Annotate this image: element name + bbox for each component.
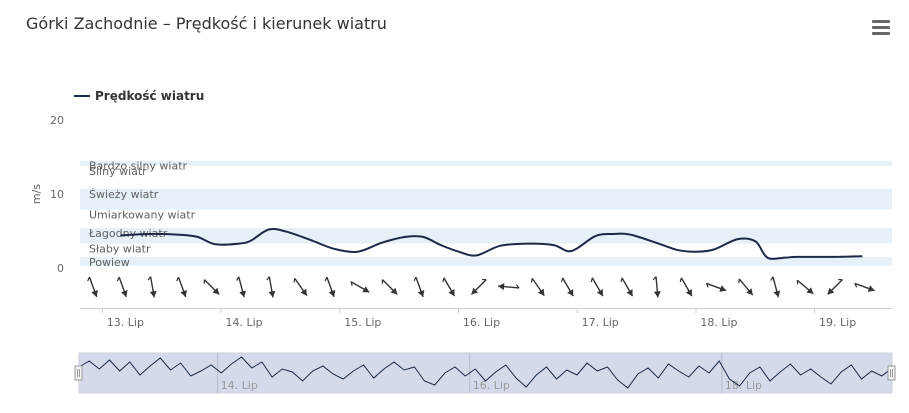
y-axis-label: m/s [30,184,43,204]
y-tick-label: 10 [50,188,64,201]
wind-band-label: Umiarkowany wiatr [89,209,196,222]
navigator-series-line [78,356,893,389]
wind-arrow [87,276,98,298]
wind-arrow [679,277,693,297]
menu-bar-icon [872,20,890,23]
wind-arrow [147,276,157,298]
wind-arrow [560,277,574,297]
wind-arrow [350,281,370,293]
menu-bar-icon [872,26,890,29]
wind-arrow [203,279,220,295]
wind-arrow [827,278,843,295]
wind-arrow [176,276,187,298]
y-axis-ticks: 20 10 0 [50,114,64,275]
wind-bands [80,160,892,266]
wind-arrow [266,276,276,298]
wind-band-label: Świeży wiatr [89,188,159,201]
wind-band [80,188,892,210]
x-tick-label: 16. Lip [463,316,500,329]
wind-arrow [381,279,398,295]
x-tick-label: 14. Lip [225,316,262,329]
x-tick-label: 17. Lip [582,316,619,329]
wind-band [80,256,892,266]
wind-band-label: Silny wiatr [89,165,147,178]
wind-band-label: Łagodny wiatr [88,227,168,240]
wind-direction-arrows [87,276,875,298]
wind-arrow [770,276,781,298]
navigator-tick-label: 14. Lip [221,379,258,392]
navigator-selected-range[interactable] [79,353,892,393]
wind-arrow [442,277,456,297]
wind-speed-line [120,227,863,260]
x-axis-ticks: 13. Lip 14. Lip 15. Lip 16. Lip 17. Lip 18. L… [101,308,856,329]
wind-band [80,228,892,244]
wind-arrow [116,276,128,298]
navigator-handle-right[interactable] [887,365,896,381]
navigator-tick-label: 16. Lip [473,379,510,392]
wind-arrow [293,277,308,297]
wind-arrow [498,283,520,291]
x-tick-label: 15. Lip [344,316,381,329]
chart-title: Górki Zachodnie – Prędkość i kierunek wi… [26,14,387,33]
wind-arrow [854,282,875,292]
navigator-handle-left[interactable] [74,365,83,381]
wind-arrow [590,277,604,297]
wind-arrow [796,279,814,295]
x-tick-label: 18. Lip [700,316,737,329]
wind-arrow [324,276,336,298]
wind-arrow [652,276,661,298]
chart-menu-button[interactable] [870,20,892,40]
wind-band-label: Słaby wiatr [89,243,151,256]
wind-band-label: Bardzo silny wiatr [89,160,188,173]
navigator[interactable]: 14. Lip 16. Lip 18. Lip [74,352,896,394]
wind-band-label: Powiew [89,256,130,269]
wind-arrow [620,277,634,297]
wind-arrow [413,276,425,298]
wind-band [80,160,892,166]
wind-arrow [738,278,754,296]
y-tick-label: 20 [50,114,64,127]
menu-bar-icon [872,32,890,35]
x-tick-label: 19. Lip [819,316,856,329]
legend-label[interactable]: Prędkość wiatru [95,89,204,103]
wind-arrow [705,282,727,292]
y-tick-label: 0 [57,262,64,275]
wind-arrow [530,277,545,297]
x-tick-label: 13. Lip [107,316,144,329]
legend[interactable]: Prędkość wiatru [74,89,204,103]
wind-arrow [236,276,246,298]
wind-arrow [470,278,487,295]
